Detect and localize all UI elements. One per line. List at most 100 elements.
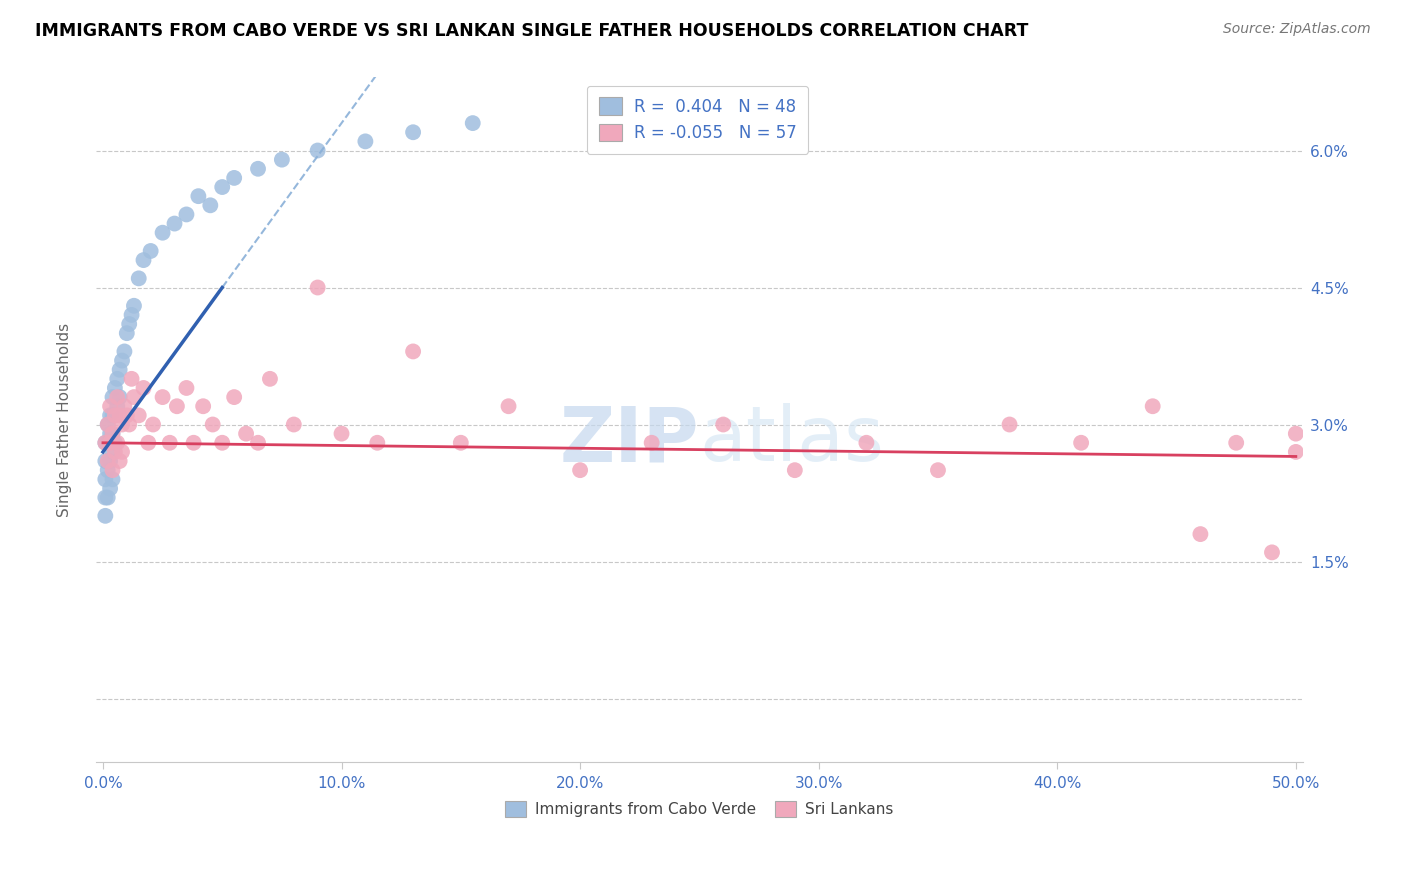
Point — [108, 362, 131, 376]
Point — [98, 482, 121, 496]
Point — [112, 344, 135, 359]
Point — [132, 381, 155, 395]
Point — [927, 463, 949, 477]
Point — [101, 426, 124, 441]
Point — [104, 381, 127, 395]
Point — [191, 399, 214, 413]
Point — [111, 445, 134, 459]
Point — [128, 271, 150, 285]
Point — [235, 426, 257, 441]
Point — [354, 134, 377, 148]
Point — [307, 280, 329, 294]
Point — [101, 390, 124, 404]
Text: Source: ZipAtlas.com: Source: ZipAtlas.com — [1223, 22, 1371, 37]
Point — [97, 435, 120, 450]
Point — [136, 435, 159, 450]
Point — [247, 435, 270, 450]
Point — [104, 445, 127, 459]
Point — [97, 491, 120, 505]
Point — [122, 390, 145, 404]
Point — [211, 435, 233, 450]
Point — [104, 409, 127, 423]
Point — [200, 198, 222, 212]
Point — [330, 426, 353, 441]
Point — [128, 409, 150, 423]
Point — [855, 435, 877, 450]
Point — [402, 125, 425, 139]
Point — [111, 417, 134, 432]
Point — [101, 426, 124, 441]
Point — [1285, 445, 1308, 459]
Point — [1261, 545, 1284, 559]
Point — [112, 399, 135, 413]
Point — [104, 435, 127, 450]
Point — [94, 508, 117, 523]
Point — [1225, 435, 1247, 450]
Point — [97, 417, 120, 432]
Point — [94, 491, 117, 505]
Point — [101, 445, 124, 459]
Point — [176, 381, 198, 395]
Point — [152, 226, 174, 240]
Point — [142, 417, 165, 432]
Point — [101, 472, 124, 486]
Point — [211, 180, 233, 194]
Point — [101, 409, 124, 423]
Point — [94, 435, 117, 450]
Point — [498, 399, 520, 413]
Point — [108, 409, 131, 423]
Point — [201, 417, 224, 432]
Point — [711, 417, 734, 432]
Point — [97, 463, 120, 477]
Point — [98, 399, 121, 413]
Point — [105, 399, 128, 413]
Point — [183, 435, 205, 450]
Point — [224, 170, 246, 185]
Point — [259, 372, 281, 386]
Point — [94, 454, 117, 468]
Point — [108, 390, 131, 404]
Point — [118, 417, 141, 432]
Point — [998, 417, 1021, 432]
Point — [97, 454, 120, 468]
Point — [176, 207, 198, 221]
Point — [640, 435, 662, 450]
Point — [1142, 399, 1164, 413]
Point — [94, 435, 117, 450]
Point — [307, 144, 329, 158]
Point — [101, 463, 124, 477]
Point — [122, 299, 145, 313]
Point — [104, 409, 127, 423]
Y-axis label: Single Father Households: Single Father Households — [58, 323, 72, 517]
Point — [270, 153, 292, 167]
Point — [98, 426, 121, 441]
Point — [450, 435, 472, 450]
Point — [1189, 527, 1212, 541]
Point — [283, 417, 305, 432]
Point — [1285, 426, 1308, 441]
Point — [105, 435, 128, 450]
Text: atlas: atlas — [699, 403, 884, 477]
Point — [163, 217, 186, 231]
Point — [121, 308, 143, 322]
Point — [132, 253, 155, 268]
Point — [98, 454, 121, 468]
Point — [105, 372, 128, 386]
Point — [115, 409, 138, 423]
Point — [224, 390, 246, 404]
Point — [402, 344, 425, 359]
Point — [366, 435, 388, 450]
Point — [159, 435, 181, 450]
Point — [187, 189, 209, 203]
Point — [115, 326, 138, 341]
Point — [97, 417, 120, 432]
Point — [108, 454, 131, 468]
Point — [98, 409, 121, 423]
Point — [1070, 435, 1092, 450]
Legend: Immigrants from Cabo Verde, Sri Lankans: Immigrants from Cabo Verde, Sri Lankans — [499, 795, 900, 823]
Point — [461, 116, 484, 130]
Point — [247, 161, 270, 176]
Point — [152, 390, 174, 404]
Point — [139, 244, 162, 258]
Point — [166, 399, 188, 413]
